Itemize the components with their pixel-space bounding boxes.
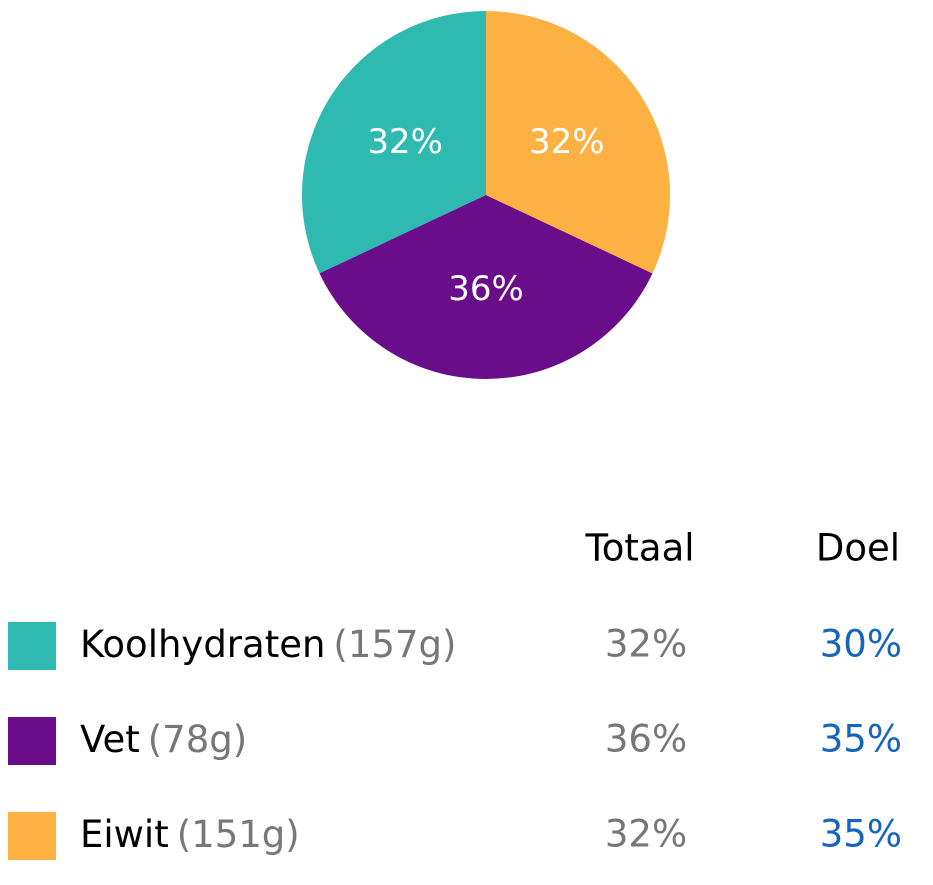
goal-percent: 35%	[820, 813, 902, 856]
pie-slice	[486, 11, 670, 274]
total-percent: 32%	[605, 813, 687, 856]
legend-swatch	[8, 717, 56, 765]
column-header: Doel	[816, 527, 900, 570]
nutrient-amount: (157g)	[333, 623, 456, 666]
legend-swatch	[8, 812, 56, 860]
nutrient-name: Eiwit	[80, 813, 169, 856]
nutrient-name: Vet	[80, 718, 140, 761]
row-label: Koolhydraten (157g)	[80, 623, 456, 666]
slice-label: 32%	[529, 122, 605, 162]
goal-percent: 30%	[820, 623, 902, 666]
pie-slice	[319, 195, 653, 379]
goal-percent: 35%	[820, 718, 902, 761]
nutrient-amount: (78g)	[148, 718, 247, 761]
pie-chart: 32% 36% 32%	[301, 11, 670, 379]
total-percent: 32%	[605, 623, 687, 666]
nutrient-name: Koolhydraten	[80, 623, 325, 666]
row-label: Vet (78g)	[80, 718, 247, 761]
legend-swatch	[8, 622, 56, 670]
slice-label: 32%	[367, 122, 443, 162]
row-label: Eiwit (151g)	[80, 813, 300, 856]
slice-label: 36%	[448, 269, 524, 309]
pie-slice	[301, 11, 486, 274]
total-percent: 36%	[605, 718, 687, 761]
nutrient-amount: (151g)	[177, 813, 300, 856]
column-header: Totaal	[584, 527, 694, 570]
table-rows: Koolhydraten (157g) 32% 30% Vet (78g) 36% 35% Ei…	[8, 622, 902, 860]
